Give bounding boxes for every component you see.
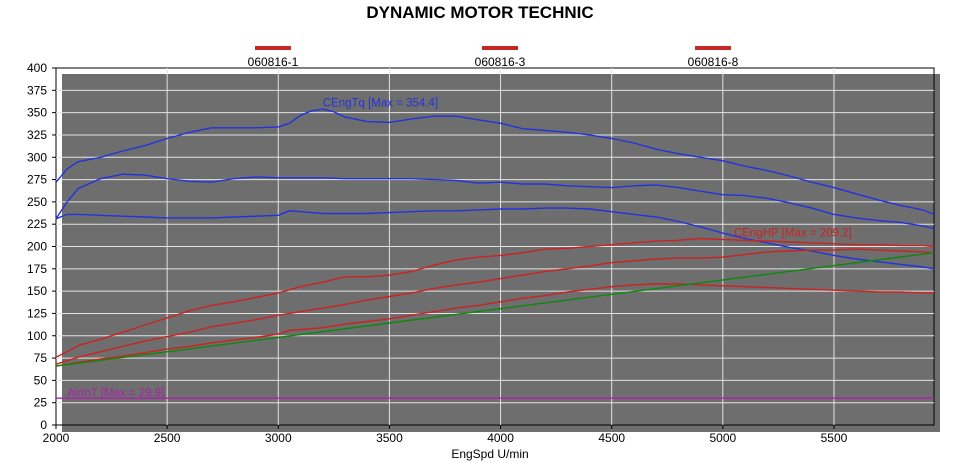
y-tick-label: 375 xyxy=(27,83,47,97)
x-tick-label: 5500 xyxy=(821,431,848,445)
x-axis-label: EngSpd U/min xyxy=(451,447,528,461)
y-tick-label: 275 xyxy=(27,173,47,187)
y-tick-label: 325 xyxy=(27,128,47,142)
annotation-1: CEngTq [Max = 354.4] xyxy=(323,97,438,109)
series-layer xyxy=(55,108,935,399)
series-line-060816-8-cenghp xyxy=(55,283,934,367)
y-tick-label: 400 xyxy=(27,61,47,75)
y-tick-label: 75 xyxy=(34,351,48,365)
legend-swatch-2 xyxy=(482,46,518,50)
x-tick-label: 3500 xyxy=(376,431,403,445)
y-tick-label: 175 xyxy=(27,262,47,276)
y-tick-label: 200 xyxy=(27,240,47,254)
series-line-060816-8-cengtq xyxy=(55,207,935,270)
grid-layer xyxy=(56,68,934,425)
tick-layer: 0 25 50 75 100 125 150 175 200 225 250 275 300 325 350… xyxy=(27,61,848,445)
x-tick-label: 3000 xyxy=(265,431,292,445)
x-tick-label: 2000 xyxy=(43,431,70,445)
series-line-060816-1-cengtq xyxy=(55,108,935,216)
series-line-reference xyxy=(55,252,935,367)
annotation-3: AirInT [Max = 29.9] xyxy=(67,387,164,399)
annotation-layer: CEngTq [Max = 354.4] CEngHP [Max = 209.2]… xyxy=(67,97,852,399)
y-tick-label: 250 xyxy=(27,195,47,209)
legend: 060816-1 060816-3 060816-8 xyxy=(248,46,739,69)
chart-title: DYNAMIC MOTOR TECHNIC xyxy=(366,3,593,22)
legend-swatch-1 xyxy=(255,46,291,50)
series-line-060816-3-cenghp xyxy=(55,248,935,365)
x-tick-label: 2500 xyxy=(154,431,181,445)
x-tick-label: 5000 xyxy=(709,431,736,445)
y-tick-label: 300 xyxy=(27,150,47,164)
series-line-060816-1-cenghp xyxy=(55,237,935,358)
annotation-2: CEngHP [Max = 209.2] xyxy=(734,228,852,240)
y-tick-label: 225 xyxy=(27,217,47,231)
legend-label-3: 060816-8 xyxy=(688,55,739,69)
y-tick-label: 100 xyxy=(27,329,47,343)
legend-label-1: 060816-1 xyxy=(248,55,299,69)
y-tick-label: 125 xyxy=(27,306,47,320)
y-tick-label: 0 xyxy=(40,418,47,432)
legend-swatch-3 xyxy=(695,46,731,50)
legend-label-2: 060816-3 xyxy=(475,55,526,69)
y-tick-label: 150 xyxy=(27,284,47,298)
y-tick-label: 25 xyxy=(34,396,48,410)
y-tick-label: 350 xyxy=(27,106,47,120)
x-tick-label: 4000 xyxy=(487,431,514,445)
series-line-060816-3-cengtq xyxy=(55,173,935,230)
y-tick-label: 50 xyxy=(34,373,48,387)
x-tick-label: 4500 xyxy=(598,431,625,445)
